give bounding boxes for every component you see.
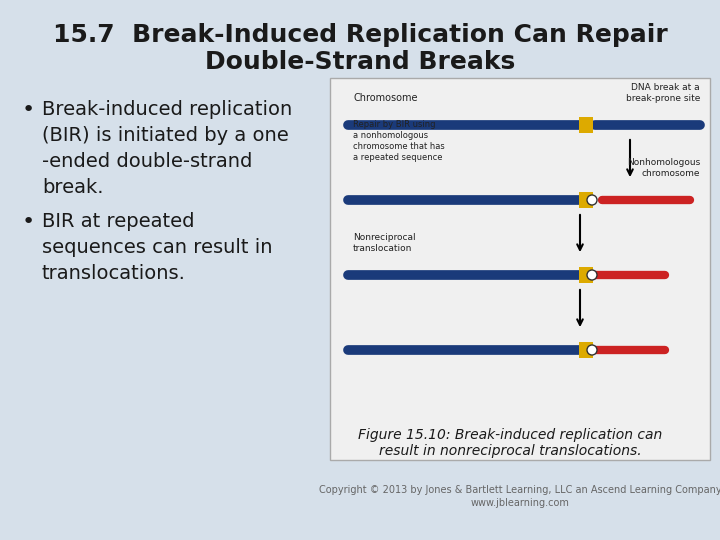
Bar — [579, 117, 593, 133]
Text: DNA break at a
break-prone site: DNA break at a break-prone site — [626, 83, 700, 103]
Text: 15.7  Break-Induced Replication Can Repair: 15.7 Break-Induced Replication Can Repai… — [53, 23, 667, 47]
Text: Copyright © 2013 by Jones & Bartlett Learning, LLC an Ascend Learning Company
ww: Copyright © 2013 by Jones & Bartlett Lea… — [319, 485, 720, 508]
Text: Nonreciprocal
translocation: Nonreciprocal translocation — [353, 233, 415, 253]
Text: Nonhomologous
chromosome: Nonhomologous chromosome — [626, 158, 700, 178]
Text: sequences can result in: sequences can result in — [42, 238, 272, 257]
Text: -ended double-strand: -ended double-strand — [42, 152, 253, 171]
Text: break.: break. — [42, 178, 104, 197]
Bar — [579, 267, 593, 283]
Text: •: • — [22, 100, 35, 120]
Text: Figure 15.10: Break-induced replication can: Figure 15.10: Break-induced replication … — [358, 428, 662, 442]
Text: •: • — [22, 212, 35, 232]
Text: Double-Strand Breaks: Double-Strand Breaks — [205, 50, 515, 74]
Bar — [579, 342, 593, 358]
Text: Chromosome: Chromosome — [353, 93, 418, 103]
Bar — [579, 192, 593, 208]
Text: translocations.: translocations. — [42, 264, 186, 283]
Text: Repair by BIR using
a nonhomologous
chromosome that has
a repeated sequence: Repair by BIR using a nonhomologous chro… — [353, 120, 445, 162]
Text: BIR at repeated: BIR at repeated — [42, 212, 194, 231]
Text: (BIR) is initiated by a one: (BIR) is initiated by a one — [42, 126, 289, 145]
Circle shape — [587, 195, 597, 205]
Text: result in nonreciprocal translocations.: result in nonreciprocal translocations. — [379, 444, 642, 458]
FancyBboxPatch shape — [330, 78, 710, 460]
Circle shape — [587, 270, 597, 280]
Text: Break-induced replication: Break-induced replication — [42, 100, 292, 119]
Circle shape — [587, 345, 597, 355]
